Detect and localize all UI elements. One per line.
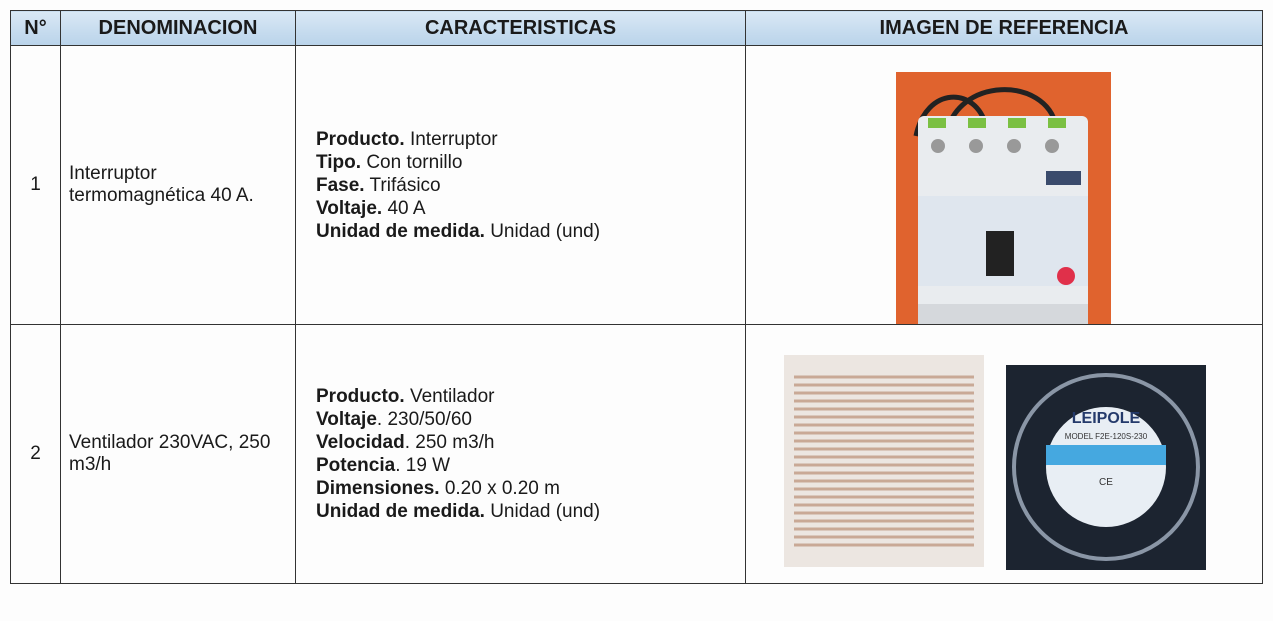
feature-value: Con tornillo [361,151,463,173]
feature-label: Voltaje [316,409,377,430]
feature-line: Velocidad. 250 m3/h [316,431,737,454]
feature-value: Unidad (und) [484,220,601,242]
feature-label: Producto. [316,128,405,150]
feature-line: Voltaje. 40 A [316,197,737,220]
feature-value: . 230/50/60 [376,409,472,430]
feature-label: Velocidad [316,432,405,453]
header-row: N° DENOMINACION CARACTERISTICAS IMAGEN DE R… [10,10,1263,46]
product-name: Interruptor termomagnética 40 A. [60,45,296,325]
fan-model: MODEL F2E-120S-230 [1065,432,1148,441]
reference-image [745,45,1263,325]
header-cell: N° [10,10,61,46]
feature-label: Dimensiones. [316,478,440,499]
fan-photos: LEIPOLE MODEL F2E-120S-230 CE [784,355,1206,570]
feature-line: Potencia. 19 W [316,454,737,477]
table-row: 1 Interruptor termomagnética 40 A. Product… [10,45,1263,325]
reference-image: LEIPOLE MODEL F2E-120S-230 CE [745,324,1263,584]
fan-mark: CE [1099,477,1113,488]
feature-line: Dimensiones. 0.20 x 0.20 m [316,477,737,500]
feature-line: Fase. Trifásico [316,174,737,197]
header-cell: IMAGEN DE REFERENCIA [745,10,1263,46]
feature-line: Producto. Interruptor [316,128,737,151]
feature-line: Tipo. Con tornillo [316,151,737,174]
features: Producto. Interruptor Tipo. Con tornillo F… [295,45,746,325]
feature-line: Producto. Ventilador [316,385,737,408]
header-cell: DENOMINACION [60,10,296,46]
row-number: 2 [10,324,61,584]
feature-value: . 19 W [395,455,451,476]
feature-value: Unidad (und) [484,501,601,522]
breaker-photo [896,72,1111,324]
row-number: 1 [10,45,61,325]
features: Producto. Ventilador Voltaje. 230/50/60 Ve… [295,324,746,584]
table-body: 1 Interruptor termomagnética 40 A. Product… [10,45,1263,584]
feature-label: Unidad de medida. [316,220,485,242]
feature-line: Unidad de medida. Unidad (und) [316,500,737,523]
feature-value: Ventilador [404,386,495,407]
feature-value: 0.20 x 0.20 m [439,478,560,499]
table-row: 2 Ventilador 230VAC, 250 m3/h Producto. Ve… [10,324,1263,584]
header-cell: CARACTERISTICAS [295,10,746,46]
product-name: Ventilador 230VAC, 250 m3/h [60,324,296,584]
feature-label: Voltaje. [316,197,383,219]
fan-brand: LEIPOLE [1072,410,1141,427]
feature-value: Trifásico [364,174,441,196]
product-table: N° DENOMINACION CARACTERISTICAS IMAGEN DE R… [10,10,1263,584]
feature-label: Potencia [316,455,396,476]
feature-label: Tipo. [316,151,362,173]
feature-value: 40 A [382,197,426,219]
feature-label: Fase. [316,174,365,196]
feature-label: Producto. [316,386,405,407]
feature-label: Unidad de medida. [316,501,485,522]
feature-value: Interruptor [404,128,498,150]
feature-line: Unidad de medida. Unidad (und) [316,220,737,243]
feature-value: . 250 m3/h [404,432,495,453]
feature-line: Voltaje. 230/50/60 [316,408,737,431]
